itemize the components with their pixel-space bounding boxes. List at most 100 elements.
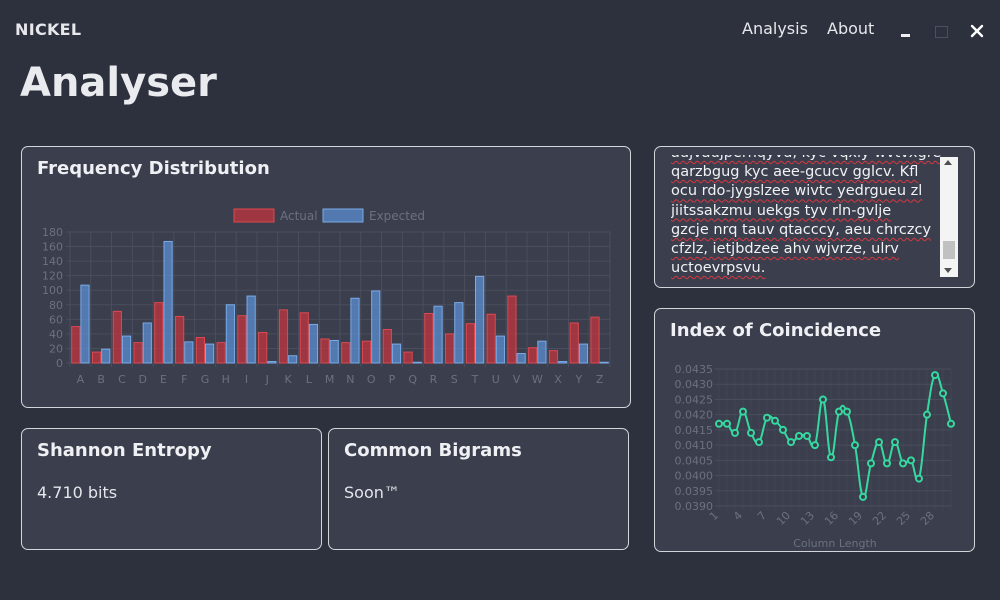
ioc-x-tick: 25 <box>894 509 913 528</box>
ioc-point[interactable] <box>755 438 763 447</box>
bigrams-title: Common Bigrams <box>344 440 522 461</box>
freq-bar-expected <box>163 240 173 364</box>
ioc-point[interactable] <box>779 425 787 434</box>
ioc-point[interactable] <box>899 459 907 468</box>
ioc-point[interactable] <box>787 438 795 447</box>
freq-bar-actual <box>112 310 122 364</box>
ioc-point[interactable] <box>771 416 779 425</box>
ciphertext-input[interactable]: aujvaujpernqyvd, kyc vqxly wvtvxgreqarzb… <box>671 155 941 283</box>
ioc-y-tick: 0.0425 <box>675 393 714 406</box>
freq-bar-expected <box>267 361 277 364</box>
ioc-point[interactable] <box>843 407 851 416</box>
ciphertext-scrollbar[interactable] <box>940 157 958 277</box>
ioc-y-tick: 0.0410 <box>675 439 714 452</box>
legend-label-expected[interactable]: Expected <box>369 209 425 223</box>
freq-bar-actual <box>465 323 475 364</box>
legend-swatch-actual[interactable] <box>233 208 275 223</box>
maximize-icon[interactable] <box>932 22 950 40</box>
ioc-x-tick: 16 <box>822 509 841 528</box>
ioc-point[interactable] <box>811 441 819 450</box>
ioc-point[interactable] <box>827 453 835 462</box>
freq-x-tick: W <box>532 373 543 386</box>
freq-x-tick: B <box>97 373 105 386</box>
ioc-y-tick: 0.0435 <box>675 363 714 376</box>
freq-y-tick: 160 <box>42 241 63 254</box>
ioc-x-tick: 28 <box>918 509 937 528</box>
bigrams-value: Soon™ <box>344 483 400 502</box>
freq-bar-expected <box>558 361 568 364</box>
freq-bar-actual <box>91 351 102 364</box>
scroll-down-icon[interactable] <box>944 268 952 273</box>
freq-bar-expected <box>142 322 152 364</box>
ioc-point[interactable] <box>859 492 867 501</box>
freq-x-tick: O <box>367 373 376 386</box>
ioc-point[interactable] <box>803 431 811 440</box>
frequency-distribution-card: 0 20 40 60 80 100 120 140 160 180 A B C D E F G H I J K L M N O P… <box>21 146 631 408</box>
freq-x-tick: R <box>430 373 438 386</box>
ioc-point[interactable] <box>915 474 923 483</box>
ioc-point[interactable] <box>867 459 875 468</box>
freq-bar-actual <box>299 312 309 364</box>
freq-x-tick: P <box>389 373 396 386</box>
ioc-point[interactable] <box>747 428 755 437</box>
ioc-x-tick: 7 <box>755 509 769 523</box>
entropy-value: 4.710 bits <box>37 483 118 502</box>
freq-x-tick: F <box>181 373 187 386</box>
freq-x-tick: L <box>306 373 313 386</box>
ioc-point[interactable] <box>939 389 947 398</box>
freq-bar-expected <box>454 302 464 364</box>
freq-y-tick: 40 <box>49 328 63 341</box>
freq-bar-actual <box>320 338 330 364</box>
scroll-up-icon[interactable] <box>944 160 952 165</box>
ioc-title: Index of Coincidence <box>670 320 882 341</box>
ioc-point[interactable] <box>947 419 955 428</box>
ioc-x-tick: 10 <box>774 509 793 528</box>
close-icon[interactable] <box>968 22 986 40</box>
freq-x-tick: C <box>118 373 126 386</box>
freq-y-tick: 0 <box>56 357 63 370</box>
ioc-x-axis-label: Column Length <box>793 537 877 550</box>
ioc-point[interactable] <box>875 438 883 447</box>
ioc-point[interactable] <box>763 413 771 422</box>
ioc-point[interactable] <box>731 428 739 437</box>
freq-bar-expected <box>288 355 298 364</box>
ioc-point[interactable] <box>739 407 747 416</box>
freq-bar-expected <box>537 340 547 364</box>
ioc-point[interactable] <box>891 438 899 447</box>
ioc-point[interactable] <box>819 395 827 404</box>
ioc-point[interactable] <box>835 407 843 416</box>
freq-x-tick: X <box>554 373 562 386</box>
freq-bar-expected <box>412 361 422 364</box>
ioc-point[interactable] <box>923 410 931 419</box>
legend-swatch-expected[interactable] <box>322 208 364 223</box>
freq-bar-expected <box>308 323 319 364</box>
freq-bar-actual <box>216 342 226 364</box>
freq-bar-expected <box>184 341 194 364</box>
ioc-point[interactable] <box>883 459 891 468</box>
nav-analysis[interactable]: Analysis <box>742 19 808 38</box>
freq-x-tick: T <box>471 373 479 386</box>
ioc-point[interactable] <box>795 431 803 440</box>
ioc-y-tick: 0.0415 <box>675 424 714 437</box>
index-of-coincidence-card: 0.0390 0.0395 0.0400 0.0405 0.0410 0.0415 0.04… <box>654 308 975 552</box>
ioc-point[interactable] <box>931 371 939 380</box>
ioc-point[interactable] <box>851 441 859 450</box>
ioc-point[interactable] <box>907 456 915 465</box>
freq-x-tick: Y <box>574 373 582 386</box>
ciphertext-line: qarzbgug kyc aee-gcucv gglcv. Kfl <box>671 164 919 181</box>
scroll-thumb[interactable] <box>943 241 955 259</box>
ioc-point[interactable] <box>715 419 723 428</box>
ioc-point[interactable] <box>723 419 731 428</box>
freq-bar-actual <box>528 347 538 364</box>
ciphertext-line: jiitssakzmu uekgs tyv rln-gvlje <box>671 202 892 219</box>
freq-bar-actual <box>278 309 289 364</box>
freq-bar-actual <box>445 333 455 364</box>
ioc-x-tick: 4 <box>731 509 745 523</box>
nav-about[interactable]: About <box>827 19 875 38</box>
freq-bar-expected <box>475 275 485 364</box>
freq-bar-expected <box>80 284 90 364</box>
freq-bar-expected <box>516 353 526 364</box>
minimize-icon[interactable] <box>897 22 915 40</box>
legend-label-actual[interactable]: Actual <box>280 209 318 223</box>
